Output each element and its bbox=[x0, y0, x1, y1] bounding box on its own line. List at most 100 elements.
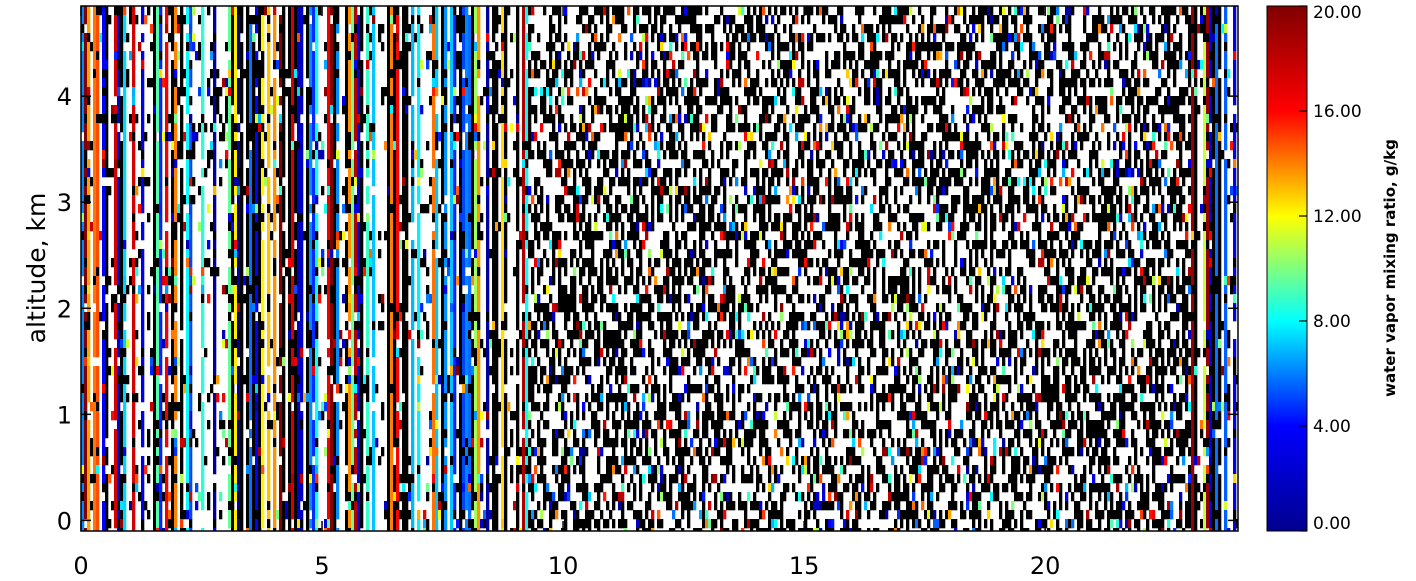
heatmap-cell bbox=[315, 150, 319, 160]
heatmap-cell bbox=[261, 78, 265, 88]
heatmap-cell bbox=[396, 267, 400, 277]
heatmap-cell bbox=[201, 501, 205, 511]
heatmap-cell bbox=[165, 384, 169, 394]
heatmap-cell bbox=[87, 177, 91, 187]
heatmap-cell bbox=[123, 204, 127, 214]
heatmap-cell bbox=[246, 69, 250, 79]
heatmap-cell bbox=[213, 69, 217, 79]
heatmap-cell bbox=[291, 294, 295, 304]
heatmap-cell bbox=[405, 321, 409, 331]
heatmap-cell bbox=[201, 87, 205, 97]
heatmap-cell bbox=[288, 519, 292, 529]
heatmap-cell bbox=[246, 177, 250, 187]
heatmap-cell bbox=[468, 294, 472, 304]
heatmap-cell bbox=[327, 303, 331, 313]
heatmap-cell bbox=[237, 294, 241, 304]
heatmap-cell bbox=[117, 438, 121, 448]
heatmap-cell bbox=[387, 429, 391, 439]
heatmap-cell bbox=[273, 393, 277, 403]
heatmap-cell bbox=[444, 60, 448, 70]
heatmap-cell bbox=[435, 195, 439, 205]
heatmap-cell bbox=[174, 294, 178, 304]
heatmap-cell bbox=[312, 483, 316, 493]
heatmap-cell bbox=[102, 447, 106, 457]
heatmap-cell bbox=[252, 213, 256, 223]
heatmap-cell bbox=[360, 321, 364, 331]
heatmap-cell bbox=[240, 60, 244, 70]
heatmap-cell bbox=[345, 393, 349, 403]
heatmap-cell bbox=[300, 474, 304, 484]
heatmap-cell bbox=[117, 231, 121, 241]
heatmap-cell bbox=[84, 177, 88, 187]
heatmap-cell bbox=[180, 456, 184, 466]
heatmap-cell bbox=[213, 303, 217, 313]
heatmap-cell bbox=[180, 60, 184, 70]
heatmap-cell bbox=[261, 159, 265, 169]
heatmap-cell bbox=[459, 528, 463, 531]
heatmap-cell bbox=[123, 6, 127, 16]
heatmap-cell bbox=[306, 168, 310, 178]
heatmap-cell bbox=[153, 276, 157, 286]
heatmap-cell bbox=[273, 483, 277, 493]
heatmap-cell bbox=[306, 294, 310, 304]
heatmap-cell bbox=[171, 213, 175, 223]
heatmap-cell bbox=[333, 528, 337, 531]
heatmap-cell bbox=[279, 501, 283, 511]
heatmap-cell bbox=[102, 456, 106, 466]
heatmap-cell bbox=[417, 195, 421, 205]
heatmap-cell bbox=[477, 474, 481, 484]
heatmap-cell bbox=[474, 168, 478, 178]
heatmap-cell bbox=[222, 429, 226, 439]
heatmap-cell bbox=[168, 6, 172, 16]
heatmap-cell bbox=[366, 276, 370, 286]
heatmap-cell bbox=[291, 105, 295, 115]
heatmap-cell bbox=[312, 132, 316, 142]
heatmap-cell bbox=[261, 249, 265, 259]
heatmap-cell bbox=[417, 294, 421, 304]
heatmap-cell bbox=[234, 33, 238, 43]
heatmap-cell bbox=[297, 150, 301, 160]
heatmap-cell bbox=[372, 447, 376, 457]
heatmap-cell bbox=[189, 339, 193, 349]
heatmap-cell bbox=[453, 186, 457, 196]
heatmap-cell bbox=[279, 339, 283, 349]
heatmap-cell bbox=[213, 204, 217, 214]
heatmap-cell bbox=[96, 204, 100, 214]
heatmap-cell bbox=[87, 78, 91, 88]
heatmap-cell bbox=[411, 15, 415, 25]
heatmap-cell bbox=[474, 15, 478, 25]
heatmap-cell bbox=[114, 483, 118, 493]
heatmap-cell bbox=[411, 24, 415, 34]
heatmap-cell bbox=[123, 96, 127, 106]
heatmap-cell bbox=[96, 294, 100, 304]
heatmap-cell bbox=[132, 492, 136, 502]
heatmap-cell bbox=[105, 393, 109, 403]
heatmap-cell bbox=[213, 15, 217, 25]
heatmap-cell bbox=[288, 240, 292, 250]
heatmap-cell bbox=[282, 276, 286, 286]
heatmap-cell bbox=[279, 402, 283, 412]
heatmap-cell bbox=[357, 114, 361, 124]
heatmap-cell bbox=[132, 429, 136, 439]
heatmap-cell bbox=[411, 429, 415, 439]
heatmap-cell bbox=[477, 6, 481, 16]
heatmap-cell bbox=[336, 87, 340, 97]
heatmap-cell bbox=[219, 177, 223, 187]
heatmap-cell bbox=[411, 177, 415, 187]
heatmap-cell bbox=[312, 204, 316, 214]
heatmap-cell bbox=[93, 132, 97, 142]
heatmap-cell bbox=[96, 528, 100, 531]
heatmap-cell bbox=[174, 465, 178, 475]
heatmap-cell bbox=[417, 474, 421, 484]
heatmap-cell bbox=[348, 33, 352, 43]
heatmap-cell bbox=[474, 456, 478, 466]
heatmap-cell bbox=[435, 474, 439, 484]
heatmap-cell bbox=[399, 348, 403, 358]
heatmap-cell bbox=[186, 474, 190, 484]
heatmap-cell bbox=[171, 366, 175, 376]
heatmap-cell bbox=[189, 420, 193, 430]
heatmap-cell bbox=[165, 105, 169, 115]
heatmap-cell bbox=[369, 123, 373, 133]
heatmap-cell bbox=[351, 339, 355, 349]
heatmap-cell bbox=[288, 159, 292, 169]
